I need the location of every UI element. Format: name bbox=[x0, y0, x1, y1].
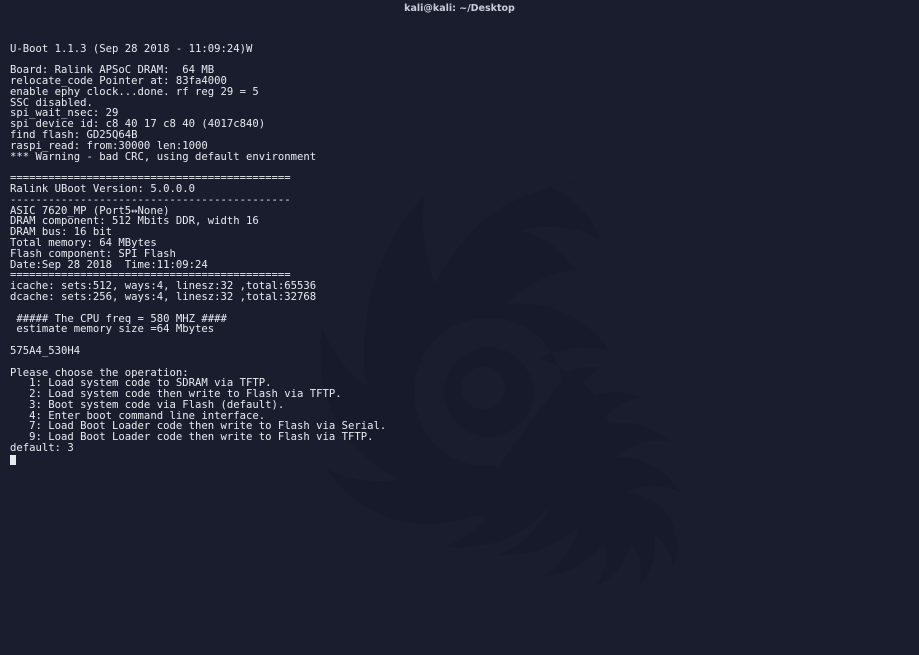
window-titlebar: kali@kali: ~/Desktop bbox=[0, 0, 919, 14]
terminal-cursor bbox=[10, 455, 16, 465]
terminal-text: U-Boot 1.1.3 (Sep 28 2018 - 11:09:24)W B… bbox=[10, 43, 386, 454]
window-title: kali@kali: ~/Desktop bbox=[404, 3, 515, 14]
terminal-output[interactable]: U-Boot 1.1.3 (Sep 28 2018 - 11:09:24)W B… bbox=[0, 14, 919, 473]
